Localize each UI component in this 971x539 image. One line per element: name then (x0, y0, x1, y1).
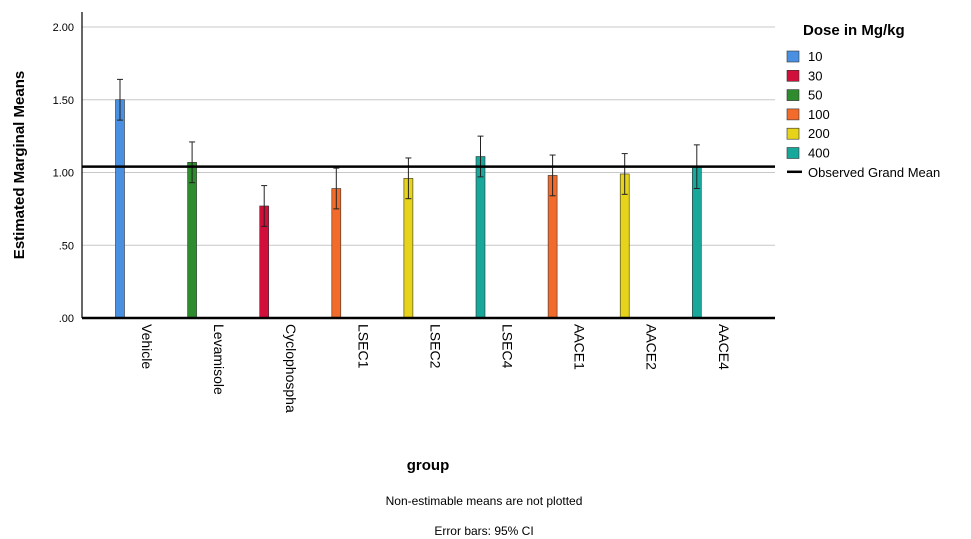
legend-swatch (786, 147, 800, 159)
y-tick-label: 1.00 (53, 168, 74, 180)
y-ticks: .00 .50 1.00 1.50 2.00 (53, 22, 74, 325)
x-category-label: AACE1 (572, 324, 588, 370)
legend-label: 30 (808, 68, 822, 83)
legend-grand-mean-label: Observed Grand Mean (808, 165, 940, 180)
x-category-label: LSEC4 (500, 324, 516, 369)
legend-label: 400 (808, 146, 830, 161)
bar-aace4 (691, 166, 702, 319)
bar-lsec4 (475, 156, 486, 319)
x-category-label: LSEC1 (355, 324, 371, 369)
x-axis-label: group (407, 457, 450, 474)
axes (81, 12, 775, 320)
legend-swatch (786, 50, 800, 63)
bar-lsec2 (403, 178, 414, 319)
legend-label: 200 (808, 126, 830, 141)
legend-label: 10 (808, 49, 822, 64)
bar-aace1 (547, 175, 558, 319)
legend-label: 50 (808, 88, 822, 103)
x-category-label: LSEC2 (427, 324, 443, 369)
x-category-label: Vehicle (139, 324, 155, 369)
x-category-label: Levamisole (211, 324, 227, 395)
legend-label: 100 (808, 107, 830, 122)
note-error-bars: Error bars: 95% CI (434, 524, 533, 538)
y-tick-label: .50 (59, 240, 74, 252)
legend: Dose in Mg/kg 10 30 50 100 200 400 Observed Gr… (786, 22, 940, 180)
x-category-label: AACE2 (644, 324, 660, 370)
y-tick-label: 1.50 (53, 95, 74, 107)
legend-swatch (786, 70, 800, 82)
legend-swatch (786, 89, 800, 101)
legend-swatch (786, 127, 800, 140)
note-non-estimable: Non-estimable means are not plotted (386, 494, 583, 508)
legend-title: Dose in Mg/kg (803, 22, 905, 39)
gridlines (82, 26, 775, 246)
bar-vehicle (115, 99, 125, 319)
y-tick-label: 2.00 (53, 22, 74, 34)
bar-levamisole (187, 162, 197, 319)
x-category-label: AACE4 (716, 324, 732, 370)
legend-swatch (786, 108, 800, 121)
bar-aace2 (619, 173, 630, 319)
bars-group (115, 78, 702, 319)
x-categories: Vehicle Levamisole Cyclophospha LSEC1 LSEC2 L… (139, 324, 732, 413)
y-tick-label: .00 (59, 313, 74, 325)
x-category-label: Cyclophospha (283, 324, 299, 413)
y-axis-label: Estimated Marginal Means (11, 71, 28, 259)
